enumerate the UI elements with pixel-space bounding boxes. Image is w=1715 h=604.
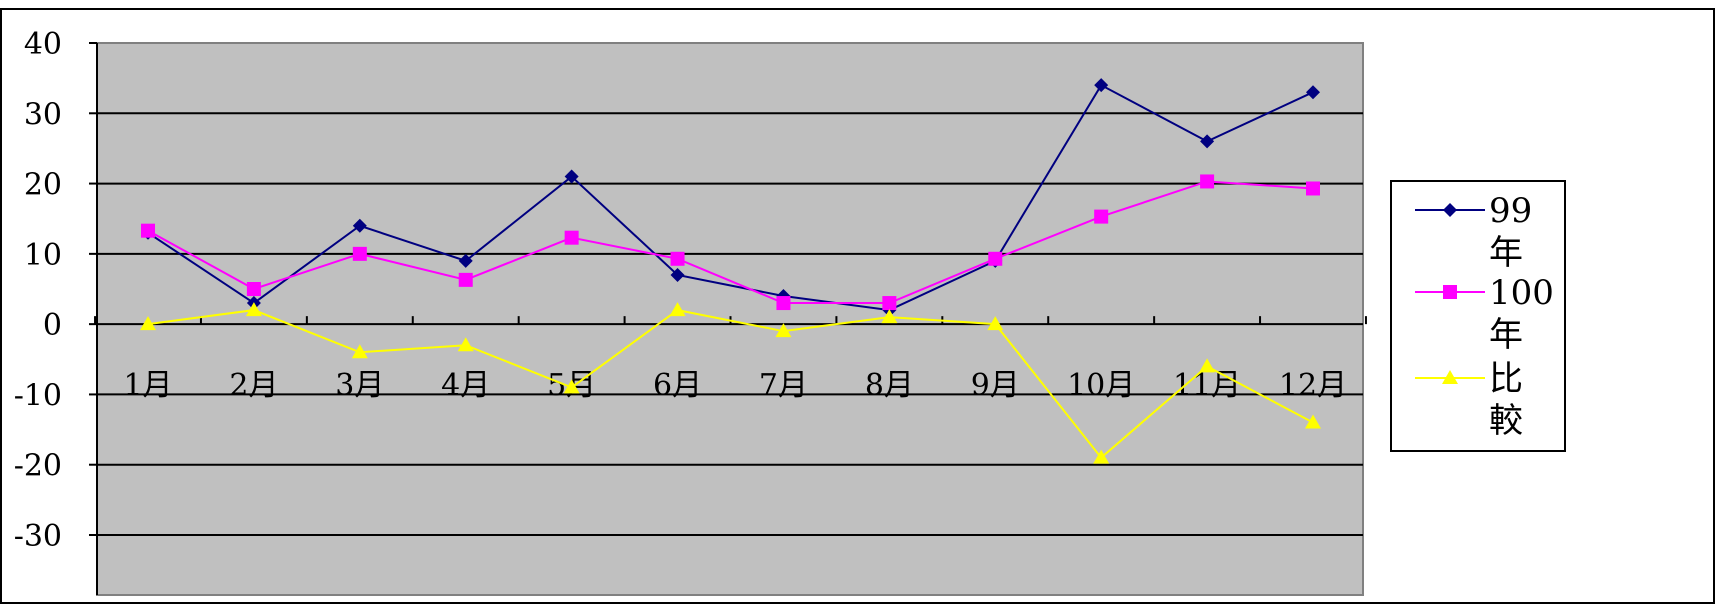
data-point-2-1 [245, 302, 262, 317]
x-category-label-5: 6月 [653, 368, 702, 403]
y-tick-label-6: 30 [24, 97, 62, 132]
y-tick-label-0: -30 [14, 519, 62, 554]
data-point-1-10 [1200, 174, 1215, 189]
legend-label-0: 99 年 [1489, 191, 1532, 273]
data-point-2-3 [457, 337, 474, 352]
data-point-2-0 [140, 316, 156, 331]
data-point-1-4 [564, 230, 579, 245]
y-tick-label-7: 40 [24, 27, 62, 62]
data-point-1-3 [458, 272, 473, 287]
x-category-label-6: 7月 [759, 368, 808, 403]
data-point-1-7 [882, 296, 897, 311]
data-point-1-5 [670, 251, 685, 266]
legend-box [1390, 180, 1566, 452]
data-point-0-9 [1094, 78, 1109, 93]
y-tick-label-5: 20 [24, 168, 62, 203]
series-2 [140, 302, 1321, 464]
series-line-0 [147, 83, 1314, 312]
data-point-2-10 [1199, 358, 1216, 373]
data-point-2-2 [351, 344, 368, 359]
data-point-2-11 [1305, 414, 1321, 429]
data-point-1-9 [1094, 209, 1109, 224]
data-point-1-1 [246, 282, 261, 296]
x-category-label-9: 10月 [1067, 368, 1135, 403]
legend-marker-1 [1443, 285, 1457, 299]
y-tick-label-4: 10 [24, 238, 62, 273]
legend-marker-0 [1443, 203, 1457, 217]
data-point-2-5 [669, 302, 686, 317]
x-category-label-3: 4月 [441, 368, 490, 403]
data-point-2-7 [881, 309, 898, 324]
data-point-0-11 [1306, 85, 1320, 100]
data-point-2-9 [1093, 449, 1110, 464]
y-tick-label-2: -10 [14, 378, 62, 413]
legend-marker-2 [1442, 370, 1458, 384]
series-layer [140, 78, 1321, 464]
legend-label-2: 比較 [1489, 359, 1523, 441]
data-point-0-5 [670, 267, 685, 282]
data-point-0-3 [458, 253, 473, 268]
x-category-labels: 1月2月3月4月5月6月7月8月9月10月11月12月 [123, 368, 1347, 403]
series-1 [141, 174, 1320, 311]
x-category-label-7: 8月 [865, 368, 914, 403]
data-point-2-6 [775, 323, 792, 338]
data-point-1-8 [988, 251, 1003, 266]
data-point-1-6 [776, 296, 791, 311]
data-point-2-4 [563, 379, 580, 394]
data-point-0-10 [1200, 134, 1215, 149]
y-tick-labels: -30 -20 -10 0 10 20 30 40 [14, 27, 62, 554]
data-point-0-2 [352, 218, 367, 233]
x-category-label-8: 9月 [971, 368, 1020, 403]
x-category-label-0: 1月 [123, 368, 172, 403]
data-point-1-11 [1306, 181, 1320, 196]
series-line-1 [147, 180, 1314, 305]
x-category-label-11: 12月 [1279, 368, 1347, 403]
x-category-label-1: 2月 [229, 368, 278, 403]
data-point-1-2 [352, 246, 367, 261]
legend-label-1: 100 年 [1489, 273, 1554, 355]
series-line-2 [147, 309, 1314, 460]
data-point-2-8 [987, 316, 1004, 331]
data-point-1-0 [141, 223, 155, 238]
x-category-label-10: 11月 [1173, 368, 1241, 403]
x-category-label-2: 3月 [335, 368, 384, 403]
data-point-0-4 [564, 169, 579, 184]
gridlines [97, 112, 1363, 536]
y-tick-label-1: -20 [14, 449, 62, 484]
y-tick-label-3: 0 [43, 308, 62, 343]
axes [89, 42, 1367, 595]
